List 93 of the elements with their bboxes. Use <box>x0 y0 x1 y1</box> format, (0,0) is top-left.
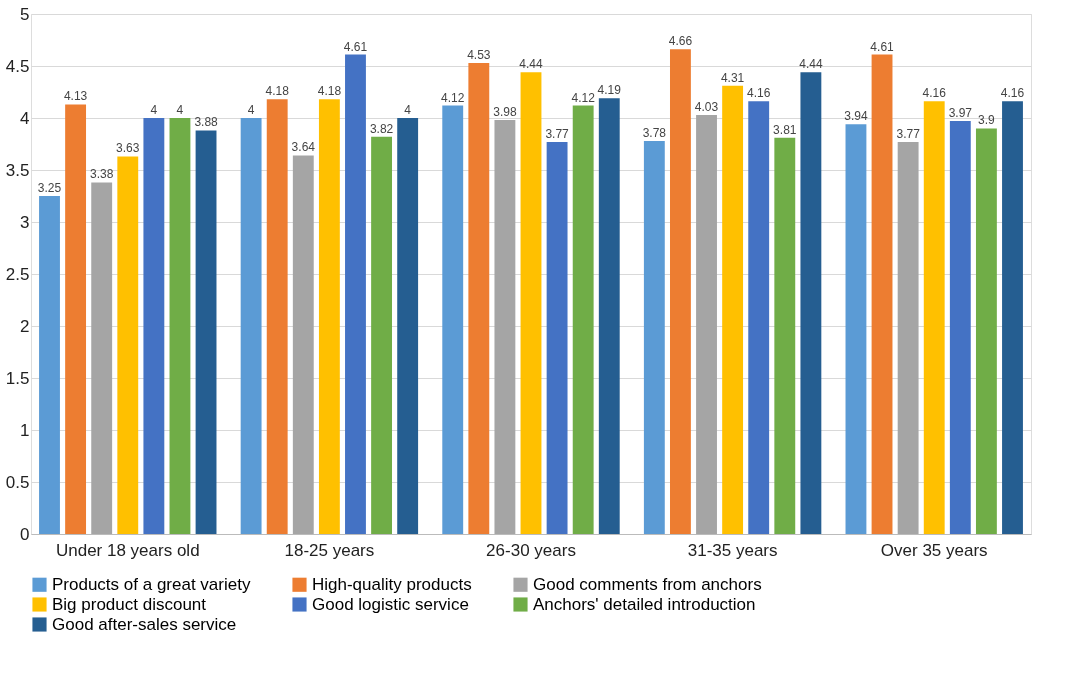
bar <box>468 62 490 534</box>
bar <box>520 72 542 534</box>
data-label: 4.03 <box>694 99 719 114</box>
legend-label: Good comments from anchors <box>533 574 762 594</box>
legend-label: Anchors' detailed introduction <box>533 594 756 614</box>
data-label: 4.18 <box>317 84 342 99</box>
data-label: 3.38 <box>90 167 114 182</box>
x-tick-label: 18-25 years <box>284 540 375 560</box>
y-tick-label: 2.5 <box>5 264 30 284</box>
data-label: 3.64 <box>291 140 316 155</box>
y-tick-label: 2 <box>20 316 30 336</box>
y-tick-label: 5 <box>20 4 30 24</box>
data-label: 4 <box>150 103 158 117</box>
data-label: 4.66 <box>668 34 693 49</box>
bar <box>923 101 945 534</box>
y-tick-label: 1.5 <box>5 368 30 388</box>
bar <box>643 140 665 534</box>
data-label: 3.25 <box>37 181 62 195</box>
bar <box>975 128 997 534</box>
x-tick-label: 31-35 years <box>687 540 778 560</box>
data-label: 3.77 <box>545 126 570 141</box>
y-tick-label: 0 <box>20 524 30 544</box>
bar <box>39 196 60 534</box>
bar <box>143 118 165 534</box>
data-label: 3.94 <box>844 109 868 124</box>
legend-label: High-quality products <box>312 574 472 594</box>
data-label: 4.31 <box>720 70 745 85</box>
legend-label: Good logistic service <box>312 594 469 614</box>
data-label: 4.53 <box>467 47 491 62</box>
bar <box>800 72 822 534</box>
bar <box>371 136 393 534</box>
bar <box>748 101 770 534</box>
bar <box>572 105 594 534</box>
data-label: 4.44 <box>799 57 823 72</box>
y-tick-label: 4 <box>20 108 30 128</box>
y-tick-label: 3 <box>20 212 30 232</box>
bar <box>240 118 262 534</box>
data-label: 4.12 <box>441 90 465 105</box>
bar <box>442 105 464 534</box>
data-label: 3.82 <box>369 121 394 136</box>
data-label: 4.16 <box>922 86 947 101</box>
data-label: 4.61 <box>870 39 895 54</box>
bar <box>91 182 113 534</box>
data-label: 3.77 <box>896 126 921 141</box>
y-tick-label: 0.5 <box>5 472 30 492</box>
data-label: 3.78 <box>642 125 667 140</box>
data-label: 4.19 <box>597 83 622 98</box>
y-tick-label: 4.5 <box>5 56 30 76</box>
bar <box>117 156 139 534</box>
legend-label: Good after-sales service <box>52 614 237 634</box>
data-label: 3.88 <box>194 115 219 130</box>
data-label: 4.18 <box>265 84 290 99</box>
data-label: 4.44 <box>519 57 543 72</box>
legend-label: Big product discount <box>52 594 207 614</box>
bar <box>292 155 314 534</box>
bar <box>397 118 419 534</box>
bar <box>266 99 288 534</box>
y-tick-label: 3.5 <box>5 160 30 180</box>
bar <box>845 124 867 534</box>
bar <box>195 130 217 534</box>
bar <box>345 54 366 534</box>
data-label: 4 <box>404 103 412 117</box>
data-label: 4.13 <box>63 89 88 104</box>
bar <box>65 104 87 534</box>
bar <box>949 121 971 534</box>
y-tick-label: 1 <box>20 420 30 440</box>
data-label: 4 <box>247 103 255 117</box>
bar <box>598 98 620 534</box>
data-label: 4.16 <box>1000 86 1025 101</box>
bar <box>722 85 744 534</box>
data-label: 3.81 <box>773 122 797 137</box>
data-label: 3.98 <box>493 105 517 120</box>
x-tick-label: 26-30 years <box>486 540 576 560</box>
bar <box>494 120 516 534</box>
bar <box>669 49 691 534</box>
data-label: 4.16 <box>747 86 771 101</box>
bar <box>897 141 919 534</box>
bar <box>169 118 191 534</box>
data-label: 4.61 <box>343 39 368 54</box>
data-label: 3.63 <box>116 141 140 156</box>
data-label: 4 <box>176 103 184 117</box>
x-tick-label: Under 18 years old <box>55 540 200 560</box>
bar <box>546 141 568 534</box>
bar <box>1002 101 1023 534</box>
bar <box>774 137 796 534</box>
bar <box>318 99 340 534</box>
data-label: 4.12 <box>571 90 596 105</box>
x-tick-label: Over 35 years <box>880 540 988 560</box>
data-label: 3.97 <box>948 106 973 121</box>
bar <box>696 114 717 534</box>
data-label: 3.9 <box>978 113 996 128</box>
legend-label: Products of a great variety <box>52 574 251 594</box>
bar <box>871 54 893 534</box>
